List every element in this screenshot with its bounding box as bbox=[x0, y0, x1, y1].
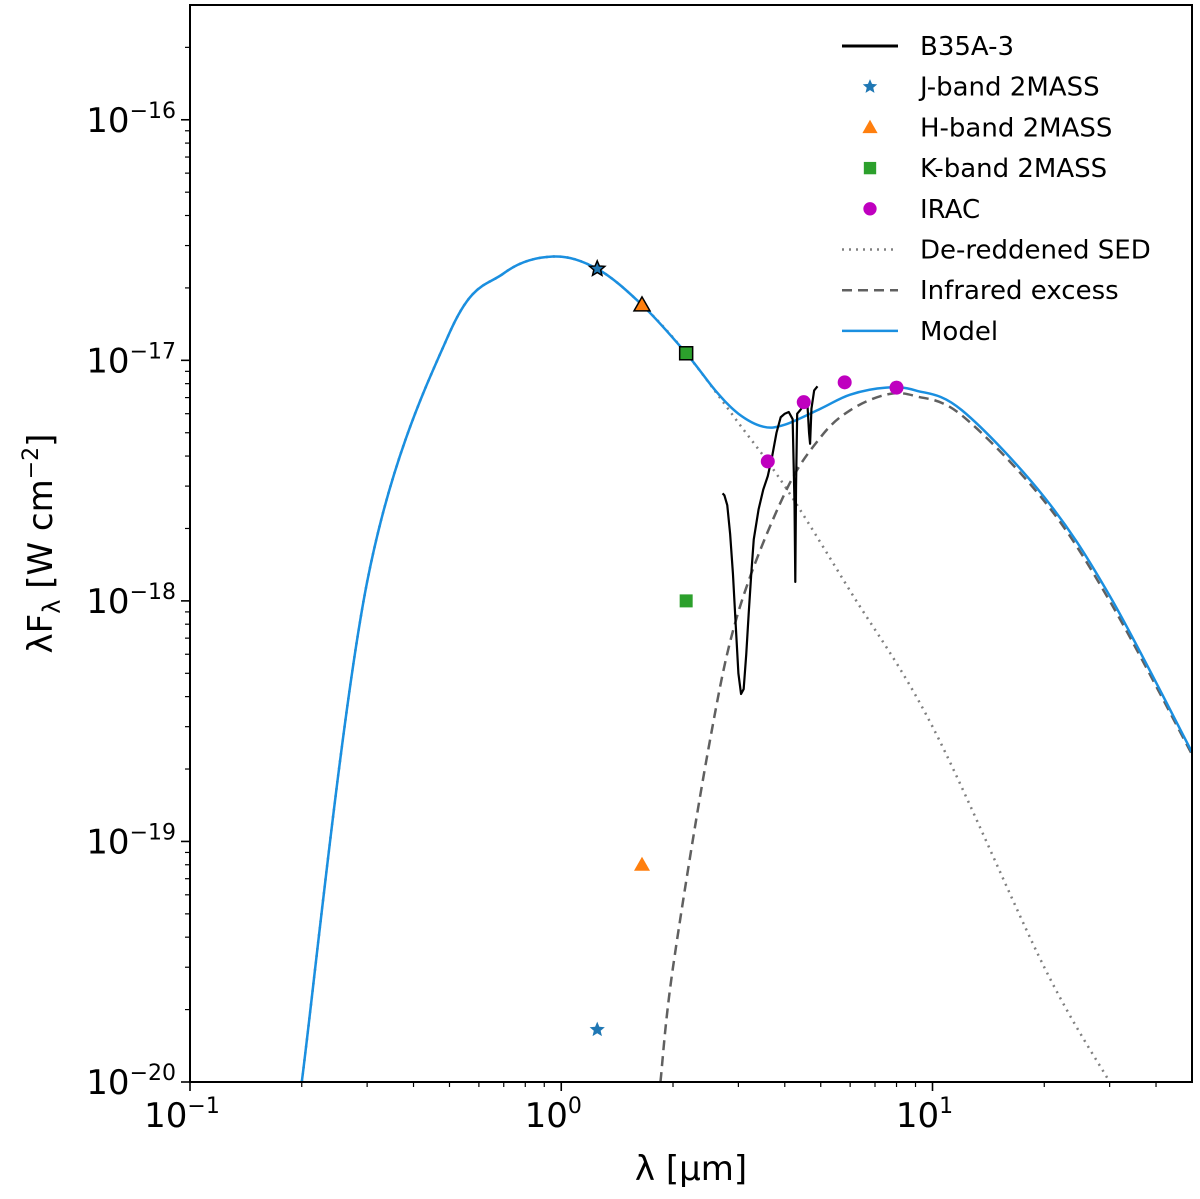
data-point-h-band-2mass-observed bbox=[633, 856, 650, 871]
legend-label-h-band-2mass: H-band 2MASS bbox=[920, 113, 1112, 143]
plot-frame bbox=[189, 4, 1193, 1083]
data-point-k-band-2mass-dereddened bbox=[678, 346, 694, 361]
legend-label-j-band-2mass: J-band 2MASS bbox=[918, 73, 1100, 103]
legend-entry-b35a-3: B35A-3 bbox=[842, 32, 1014, 62]
y-tick-label: 10−16 bbox=[86, 99, 176, 141]
legend-marker-h-band-2mass bbox=[862, 119, 878, 134]
series-line-model bbox=[300, 255, 1192, 1082]
data-point-irac-observed bbox=[796, 395, 811, 410]
data-point-irac-observed bbox=[837, 375, 852, 390]
x-axis-label: λ [μm] bbox=[635, 1149, 747, 1189]
legend-marker-j-band-2mass bbox=[862, 79, 878, 93]
data-point-irac-observed bbox=[889, 380, 904, 395]
legend-entry-infrared-excess: Infrared excess bbox=[842, 276, 1119, 306]
axes-layer: 10−1 100 101 10−20 10−19 10−18 10−17 10−16 λ [μm… bbox=[19, 4, 1193, 1189]
data-point-j-band-2mass-dereddened bbox=[587, 258, 607, 277]
legend-label-k-band-2mass: K-band 2MASS bbox=[920, 154, 1107, 184]
legend-label-de-reddened-sed: De-reddened SED bbox=[920, 236, 1151, 266]
legend-label-infrared-excess: Infrared excess bbox=[920, 276, 1119, 306]
legend-label-irac: IRAC bbox=[920, 195, 980, 225]
legend: B35A-3 J-band 2MASS H-band 2MASS K-band 2MA… bbox=[842, 32, 1151, 347]
x-tick-label: 100 bbox=[525, 1094, 582, 1136]
legend-marker-k-band-2mass bbox=[863, 161, 877, 175]
legend-entry-k-band-2mass: K-band 2MASS bbox=[863, 154, 1107, 184]
y-tick-label: 10−17 bbox=[86, 339, 176, 381]
data-point-k-band-2mass-observed bbox=[679, 594, 693, 608]
series-line-de-reddened-sed bbox=[300, 255, 1111, 1082]
y-tick-label: 10−18 bbox=[86, 580, 176, 622]
data-point-h-band-2mass-dereddened bbox=[632, 295, 652, 312]
series-line-b35a-3 bbox=[721, 385, 819, 696]
series-line-infrared-excess bbox=[659, 391, 1192, 1082]
legend-entry-j-band-2mass: J-band 2MASS bbox=[862, 73, 1100, 103]
series-layer bbox=[300, 255, 1192, 1082]
legend-label-model: Model bbox=[920, 317, 998, 347]
legend-entry-irac: IRAC bbox=[863, 195, 980, 225]
y-tick-label: 10−20 bbox=[86, 1061, 176, 1103]
legend-marker-irac bbox=[863, 202, 877, 216]
legend-entry-de-reddened-sed: De-reddened SED bbox=[842, 236, 1151, 266]
y-axis-label: λFλ [W cm−2] bbox=[19, 434, 66, 654]
legend-entry-model: Model bbox=[842, 317, 998, 347]
data-point-j-band-2mass-observed bbox=[589, 1021, 605, 1037]
x-tick-label: 10−1 bbox=[144, 1094, 220, 1136]
x-tick-label: 101 bbox=[896, 1094, 953, 1136]
data-point-irac-observed bbox=[760, 454, 775, 469]
legend-label-b35a-3: B35A-3 bbox=[920, 32, 1014, 62]
legend-entry-h-band-2mass: H-band 2MASS bbox=[862, 113, 1112, 143]
y-tick-label: 10−19 bbox=[86, 820, 176, 862]
